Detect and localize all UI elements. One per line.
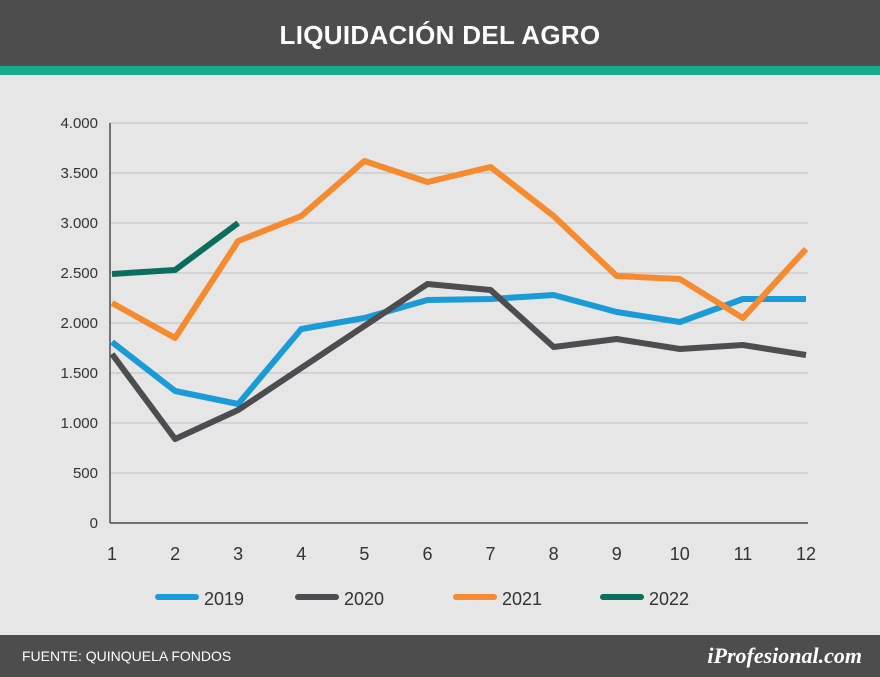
series-line-2021 <box>110 158 809 341</box>
x-tick-label: 11 <box>734 544 753 564</box>
y-tick-label: 3.500 <box>60 165 98 182</box>
y-tick-label: 4.000 <box>60 115 98 132</box>
y-tick-label: 2.500 <box>60 265 98 282</box>
y-tick-label: 1.000 <box>60 415 98 432</box>
footer-bar: FUENTE: QUINQUELA FONDOS iProfesional.co… <box>0 635 880 677</box>
y-tick-label: 500 <box>73 465 98 482</box>
x-tick-label: 10 <box>670 544 690 564</box>
x-tick-label: 3 <box>233 544 243 564</box>
legend-label-2022: 2022 <box>649 589 689 609</box>
series-line-2022 <box>111 220 240 277</box>
y-tick-label: 2.000 <box>60 315 98 332</box>
x-tick-label: 4 <box>296 544 306 564</box>
x-tick-label: 8 <box>549 544 559 564</box>
x-tick-label: 6 <box>422 544 432 564</box>
series-line-2020 <box>109 281 807 442</box>
x-tick-label: 12 <box>796 544 816 564</box>
x-tick-label: 2 <box>170 544 180 564</box>
legend-label-2020: 2020 <box>344 589 384 609</box>
x-tick-label: 9 <box>612 544 622 564</box>
accent-bar <box>0 66 880 75</box>
header-bar: LIQUIDACIÓN DEL AGRO <box>0 0 880 66</box>
x-tick-label: 1 <box>107 544 117 564</box>
line-chart: 0 500 1.000 1.500 2.000 2.500 3.000 3.500 4.000 1… <box>60 115 816 609</box>
series-line-2019 <box>110 292 806 407</box>
legend-label-2019: 2019 <box>204 589 244 609</box>
x-tick-label: 7 <box>486 544 496 564</box>
y-tick-label: 0 <box>90 515 98 532</box>
chart-title: LIQUIDACIÓN DEL AGRO <box>279 20 601 50</box>
y-tick-label: 3.000 <box>60 215 98 232</box>
legend-label-2021: 2021 <box>502 589 542 609</box>
brand-logo: iProfesional.com <box>707 643 862 668</box>
x-tick-label: 5 <box>359 544 369 564</box>
source-note: FUENTE: QUINQUELA FONDOS <box>22 648 232 664</box>
y-tick-label: 1.500 <box>60 365 98 382</box>
